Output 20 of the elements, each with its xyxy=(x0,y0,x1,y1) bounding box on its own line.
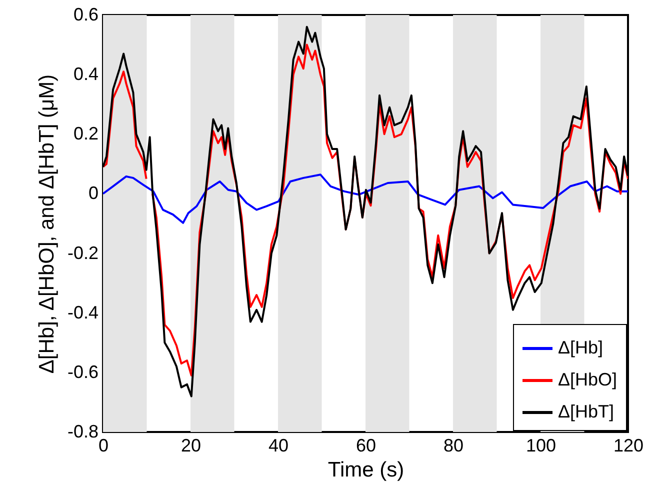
legend-label: Δ[Hb] xyxy=(558,338,604,358)
x-tick-label: 100 xyxy=(526,436,556,456)
x-tick-label: 60 xyxy=(356,436,376,456)
x-tick-label: 120 xyxy=(613,436,644,456)
x-tick-label: 80 xyxy=(443,436,464,456)
legend-label: Δ[HbO] xyxy=(558,370,618,390)
y-tick-label: -0.8 xyxy=(67,422,98,442)
y-tick-label: 0.2 xyxy=(73,124,98,144)
y-tick-label: -0.4 xyxy=(67,302,98,322)
x-tick-label: 40 xyxy=(268,436,289,456)
x-tick-label: 20 xyxy=(180,436,202,456)
y-tick-label: 0.4 xyxy=(73,64,98,84)
legend-label: Δ[HbT] xyxy=(558,402,614,422)
y-tick-label: -0.2 xyxy=(67,242,98,263)
y-tick-label: -0.6 xyxy=(67,362,98,382)
y-tick-label: 0.6 xyxy=(73,4,98,24)
y-tick-label: 0 xyxy=(88,183,98,204)
y-axis-title: Δ[Hb], Δ[HbO], and Δ[HbT] (μM) xyxy=(35,74,58,374)
x-axis-title: Time (s) xyxy=(328,458,404,482)
line-series xyxy=(103,174,628,224)
